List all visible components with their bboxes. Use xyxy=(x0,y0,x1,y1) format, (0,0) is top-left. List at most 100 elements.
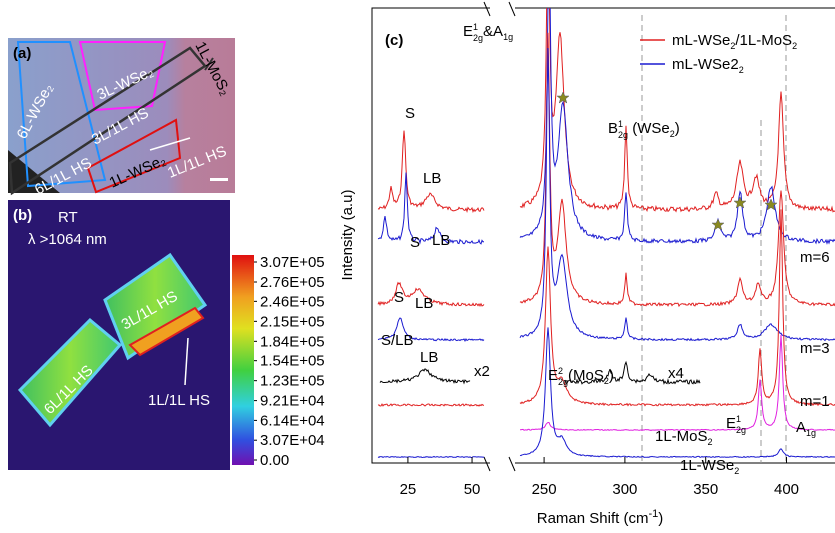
t: &A xyxy=(483,23,503,40)
axis-break xyxy=(508,1,516,17)
t: 2 xyxy=(558,366,563,376)
legend-sub: 2 xyxy=(792,41,797,51)
arrow xyxy=(204,57,214,71)
spectrum xyxy=(520,334,835,432)
star-marker xyxy=(556,91,570,104)
peak-label: A1g xyxy=(796,419,816,438)
x-tick-label: 50 xyxy=(464,481,481,498)
colorbar-label: 1.23E+05 xyxy=(260,373,325,390)
x-axis-label: Raman Shift (cm-1) xyxy=(537,508,663,527)
colorbar-label: 1.84E+05 xyxy=(260,333,325,350)
annotation: x4 xyxy=(668,365,684,382)
x-ticks: 25 50 250 300 350 400 xyxy=(400,457,799,498)
peak-label: E2 2g(MoS2) xyxy=(548,366,614,387)
x-label-sup: -1 xyxy=(648,508,658,520)
spectrum xyxy=(379,368,471,385)
annotation: m=3 xyxy=(800,340,830,357)
scale-bar xyxy=(210,178,228,181)
trace-label: 1L-WSe2 xyxy=(680,457,739,476)
colorbar-label: 2.76E+05 xyxy=(260,274,325,291)
flake-3l xyxy=(103,252,208,361)
spectrum xyxy=(564,360,701,385)
dark-corner xyxy=(8,150,60,193)
annotation: S/LB xyxy=(381,332,414,349)
micrograph xyxy=(8,38,235,193)
star-marker xyxy=(711,218,725,231)
x-label-text: Raman Shift (cm xyxy=(537,510,649,527)
legend-sub: 2 xyxy=(730,41,735,51)
peak-label: B1 2g (WSe2) xyxy=(608,119,680,140)
annotation: S xyxy=(394,289,404,306)
spectrum xyxy=(377,403,484,407)
colorbar-label: 1.54E+05 xyxy=(260,353,325,370)
t: 1 xyxy=(736,414,741,424)
annotation: x2 xyxy=(474,363,490,380)
spectrum xyxy=(519,327,835,458)
annotation: S xyxy=(410,234,420,251)
panel-label: (c) xyxy=(385,32,403,49)
x-tick-label: 250 xyxy=(532,481,557,498)
colorbar-label: 2.15E+05 xyxy=(260,313,325,330)
outline-mos2 xyxy=(8,46,207,196)
t: 2g xyxy=(736,425,746,435)
colorbar-label: 0.00 xyxy=(260,452,289,469)
panel-label: (b) xyxy=(13,207,32,224)
t: ) xyxy=(675,120,680,137)
panel-b: (b) RT λ >1064 nm 3L/1L HS 6L/1L HS 1L/1… xyxy=(8,200,325,470)
t: 1g xyxy=(503,32,513,42)
t: E xyxy=(463,23,473,40)
spectrum xyxy=(519,8,835,245)
legend-text: mL-WSe xyxy=(672,32,730,49)
t: (WSe xyxy=(628,120,670,137)
spectrum xyxy=(377,172,485,245)
t: ) xyxy=(609,367,614,384)
axis-break xyxy=(483,1,491,17)
peak-label: E1 2g xyxy=(726,414,746,435)
annotation: LB xyxy=(420,349,438,366)
t: 2g xyxy=(618,130,628,140)
legend-entry: mL-WSe2/1L-MoS2 xyxy=(672,32,797,51)
axis-frame xyxy=(371,7,490,464)
t: E xyxy=(726,415,736,432)
colorbar-ticks: 3.07E+05 2.76E+05 2.46E+05 2.15E+05 1.84E+05… xyxy=(254,254,325,469)
spectrum xyxy=(377,281,485,308)
x-tick-label: 25 xyxy=(400,481,417,498)
spectra xyxy=(377,8,835,459)
annotation: LB xyxy=(423,170,441,187)
x-tick-label: 300 xyxy=(612,481,637,498)
spectrum xyxy=(377,130,485,214)
peak-label: E1 2g&A1g xyxy=(463,22,513,43)
outline-1l xyxy=(86,118,182,194)
flake-1l xyxy=(128,306,205,357)
annotation: LB xyxy=(432,232,450,249)
colorbar-label: 9.21E+04 xyxy=(260,393,325,410)
annotation: m=6 xyxy=(800,249,830,266)
x-label-close: ) xyxy=(658,510,663,527)
region-label: 1L/1L HS xyxy=(148,392,210,409)
star-marker xyxy=(764,198,778,211)
legend-text: mL-WSe2 xyxy=(672,56,739,73)
spectrum xyxy=(519,209,835,407)
spectrum xyxy=(519,8,835,213)
t: B xyxy=(608,120,618,137)
t: 1L-MoS xyxy=(655,428,708,445)
condition: RT xyxy=(58,209,78,226)
colorbar-label: 6.14E+04 xyxy=(260,412,325,429)
spectrum xyxy=(377,455,485,459)
t: 2g xyxy=(558,377,568,387)
colorbar xyxy=(232,255,254,465)
t: 1L-WSe xyxy=(680,457,734,474)
x-tick-label: 350 xyxy=(693,481,718,498)
x-tick-label: 400 xyxy=(774,481,799,498)
panel-label: (a) xyxy=(13,45,31,62)
colorbar-label: 3.07E+05 xyxy=(260,254,325,271)
t: (MoS xyxy=(568,367,604,384)
outline-3l xyxy=(78,41,167,112)
annotation: m=1 xyxy=(800,393,830,410)
spectrum xyxy=(519,47,835,342)
arrow xyxy=(184,337,189,386)
wavelength: λ >1064 nm xyxy=(28,231,107,248)
t: 2 xyxy=(734,466,739,476)
